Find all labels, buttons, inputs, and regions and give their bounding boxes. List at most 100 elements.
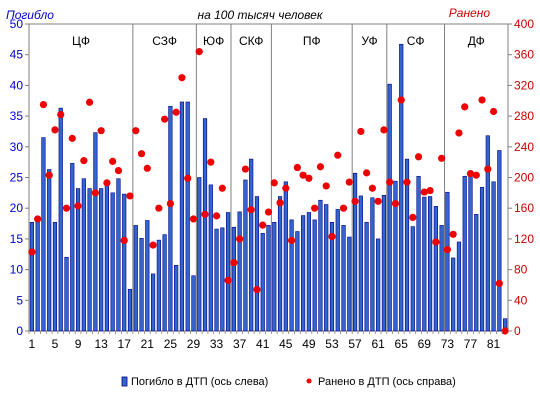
death-bar — [122, 193, 127, 332]
left-tick-label: 40 — [10, 78, 24, 92]
death-bar — [110, 192, 115, 332]
left-tick-label: 5 — [16, 293, 23, 307]
injury-dot — [432, 238, 440, 246]
death-bar — [133, 225, 138, 332]
injury-dot — [57, 110, 65, 119]
injury-dot — [212, 212, 221, 220]
region-label: УФ — [361, 34, 377, 48]
death-bar — [491, 181, 496, 332]
left-tick-label: 10 — [10, 263, 24, 277]
injury-dot — [247, 206, 255, 214]
x-tick-label: 37 — [233, 337, 247, 351]
injury-dot — [184, 174, 192, 182]
right-tick-label: 320 — [514, 78, 534, 92]
injury-dot — [455, 129, 463, 137]
injury-dot — [501, 327, 509, 335]
x-tick-label: 69 — [418, 337, 432, 351]
death-bar — [214, 228, 219, 332]
death-bar — [231, 226, 236, 332]
injury-dot — [137, 150, 146, 158]
death-bar — [191, 275, 196, 332]
death-bar — [150, 273, 156, 332]
death-bar — [404, 158, 410, 332]
death-bar — [266, 225, 271, 332]
death-bar — [301, 215, 306, 332]
death-bar — [29, 222, 34, 332]
injury-dot — [195, 48, 203, 56]
injury-dot — [74, 202, 82, 210]
injury-dot — [461, 103, 469, 111]
region-label: ЮФ — [203, 34, 224, 48]
death-bar — [93, 132, 98, 332]
x-tick-label: 81 — [487, 337, 501, 351]
injury-dot — [86, 98, 94, 106]
injury-dot — [201, 210, 209, 218]
injury-dot — [357, 127, 365, 136]
injury-dot — [276, 199, 284, 207]
right-tick-label: 280 — [514, 109, 534, 123]
injury-dot — [224, 276, 232, 284]
injury-dot — [426, 186, 434, 195]
injury-dots — [28, 48, 509, 335]
injury-dot — [39, 100, 48, 109]
injury-dot — [287, 236, 296, 245]
death-bar — [456, 241, 462, 332]
death-bar — [272, 222, 277, 332]
injury-dot — [328, 233, 336, 241]
death-bar — [468, 173, 473, 332]
death-bar — [329, 222, 335, 332]
injury-dot — [420, 188, 428, 196]
injury-dot — [322, 182, 330, 190]
death-bar — [393, 180, 398, 332]
x-tick-label: 57 — [348, 337, 362, 351]
x-tick-label: 17 — [118, 337, 132, 351]
x-tick-label: 21 — [141, 337, 155, 351]
injury-dot — [299, 171, 307, 179]
region-label: СКФ — [239, 34, 263, 48]
injury-dot — [472, 171, 480, 179]
injury-dot — [334, 151, 342, 159]
injury-dot — [316, 163, 325, 171]
death-bar — [306, 212, 311, 332]
x-tick-label: 41 — [256, 337, 270, 351]
left-tick-label: 0 — [16, 324, 23, 338]
death-bar — [197, 177, 202, 332]
injury-dot — [230, 259, 238, 267]
injury-dot — [189, 215, 198, 223]
death-bar — [99, 188, 104, 332]
injury-dot — [241, 165, 250, 173]
death-bar — [243, 179, 248, 332]
injury-dot — [391, 200, 400, 208]
injury-dot — [495, 279, 503, 288]
right-tick-label: 40 — [514, 293, 528, 307]
injury-dot — [45, 171, 53, 179]
death-bar — [312, 219, 317, 332]
death-bar — [41, 137, 46, 332]
death-bar — [70, 163, 75, 332]
injury-dot — [449, 230, 457, 238]
death-bar — [52, 222, 58, 332]
right-tick-label: 160 — [514, 201, 534, 215]
injury-dot — [114, 166, 123, 175]
death-bar — [364, 222, 369, 332]
death-bar — [87, 188, 92, 332]
injury-dot — [414, 153, 423, 161]
death-bar — [254, 196, 260, 332]
death-bar — [479, 187, 485, 332]
injury-dot — [132, 127, 140, 135]
region-label: ПФ — [303, 34, 321, 48]
death-bar — [277, 196, 283, 332]
x-tick-label: 9 — [75, 337, 82, 351]
right-axis-title: Ранено — [449, 6, 491, 20]
injury-dot — [51, 126, 59, 134]
death-bar — [174, 264, 179, 332]
death-bar — [208, 184, 213, 332]
injury-dot — [438, 154, 446, 162]
region-label: ДФ — [468, 34, 485, 48]
death-bar — [104, 182, 110, 332]
injury-dot — [368, 184, 376, 192]
legend-dot-label: Ранено в ДТП (ось справа) — [318, 376, 456, 388]
death-bar — [318, 199, 323, 332]
x-tick-label: 77 — [464, 337, 478, 351]
